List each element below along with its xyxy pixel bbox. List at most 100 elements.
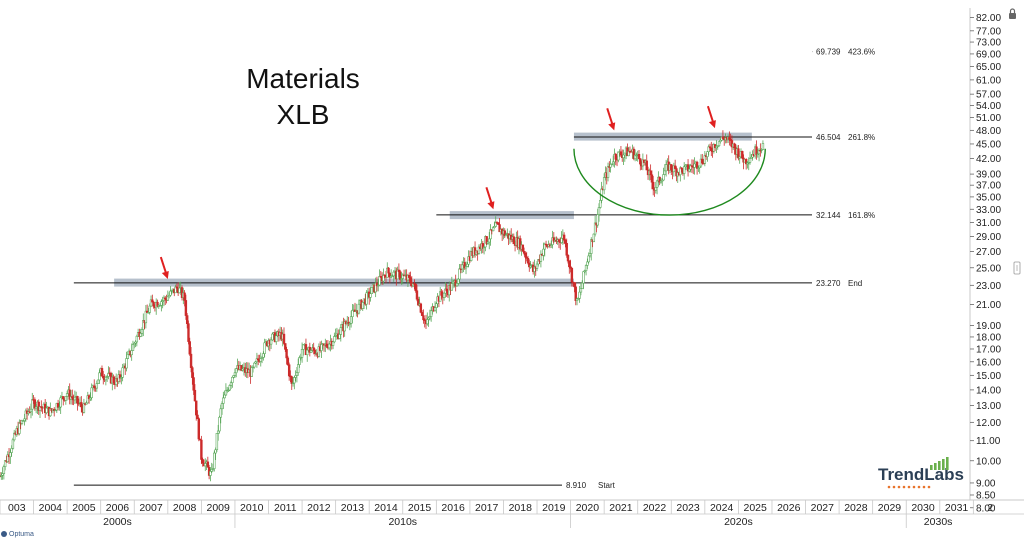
candle-body bbox=[185, 315, 189, 325]
logo-dot bbox=[917, 485, 921, 489]
y-tick-label: 48.00 bbox=[976, 126, 1001, 137]
candle-body bbox=[10, 448, 13, 453]
candle-body bbox=[204, 463, 207, 467]
candle-body bbox=[45, 407, 48, 414]
x-tick-label: 2028 bbox=[844, 502, 868, 514]
y-tick-label: 9.00 bbox=[976, 478, 996, 489]
rounded-base-arc bbox=[573, 148, 766, 216]
candle-body bbox=[365, 292, 368, 305]
axis-scroll-handle[interactable] bbox=[1013, 261, 1021, 275]
candle-body bbox=[285, 349, 288, 359]
candle-body bbox=[235, 368, 238, 374]
candle-body bbox=[263, 342, 266, 354]
candle-body bbox=[761, 143, 765, 150]
candle-body bbox=[65, 393, 69, 397]
candle-body bbox=[457, 278, 460, 284]
candle-body bbox=[387, 267, 390, 274]
x-tick-label: 2019 bbox=[542, 502, 566, 514]
y-tick-label: 77.00 bbox=[976, 26, 1001, 37]
candle-body bbox=[650, 174, 654, 183]
y-tick-label: 12.00 bbox=[976, 418, 1001, 429]
candle-body bbox=[592, 233, 596, 243]
candle-body bbox=[295, 372, 299, 376]
candle-body bbox=[481, 243, 485, 249]
candle-body bbox=[149, 299, 153, 307]
decade-label: 2010s bbox=[388, 516, 417, 528]
x-tick-label: 2005 bbox=[72, 502, 96, 514]
candle-body bbox=[564, 239, 567, 244]
candle-body bbox=[566, 254, 570, 262]
candle-body bbox=[18, 422, 21, 434]
chart-title: Materials bbox=[246, 63, 360, 94]
candle-body bbox=[76, 396, 79, 404]
candle-body bbox=[284, 343, 287, 350]
candle-body bbox=[29, 408, 33, 413]
y-tick-label: 45.00 bbox=[976, 139, 1001, 150]
candle-body bbox=[233, 372, 237, 376]
candle-body bbox=[733, 143, 736, 149]
candle-body bbox=[96, 379, 100, 384]
candle-body bbox=[493, 226, 496, 228]
candle-body bbox=[622, 154, 625, 158]
candle-body bbox=[570, 267, 574, 283]
candle-body bbox=[144, 310, 148, 324]
candle-body bbox=[183, 292, 186, 301]
candle-body bbox=[160, 301, 163, 306]
candle-body bbox=[450, 283, 454, 291]
level-tag-label: Start bbox=[598, 481, 616, 490]
candle-body bbox=[11, 439, 15, 449]
footer-source: Optuma bbox=[1, 531, 34, 538]
candle-body bbox=[578, 291, 581, 299]
candle-body bbox=[275, 335, 278, 342]
candle-body bbox=[269, 339, 273, 345]
x-tick-label: 2007 bbox=[139, 502, 163, 514]
candle-body bbox=[526, 257, 530, 264]
logo-dot bbox=[897, 485, 901, 489]
x-tick-label: 2030 bbox=[911, 502, 935, 514]
candle-body bbox=[663, 170, 667, 175]
candle-body bbox=[568, 260, 571, 268]
x-tick-label: 2006 bbox=[106, 502, 130, 514]
candle-body bbox=[104, 376, 108, 381]
candle-body bbox=[664, 164, 668, 172]
candle-body bbox=[169, 290, 172, 296]
arrow-head bbox=[161, 271, 169, 280]
candle-body bbox=[327, 343, 331, 349]
x-tick-label: 2025 bbox=[744, 502, 768, 514]
candle-body bbox=[420, 312, 424, 316]
candle-body bbox=[701, 158, 704, 164]
y-tick-label: 25.00 bbox=[976, 263, 1001, 274]
candle-body bbox=[343, 321, 346, 332]
arrow-head bbox=[708, 120, 716, 129]
x-tick-label: 2026 bbox=[777, 502, 801, 514]
candle-body bbox=[512, 236, 515, 245]
candle-body bbox=[287, 364, 291, 377]
candle-body bbox=[357, 303, 361, 314]
candle-body bbox=[191, 367, 194, 378]
candle-body bbox=[293, 377, 296, 384]
chart-subtitle: XLB bbox=[277, 99, 330, 130]
candle-body bbox=[565, 242, 568, 256]
candle-body bbox=[2, 466, 6, 474]
x-tick-label: 2021 bbox=[609, 502, 633, 514]
candle-body bbox=[201, 459, 204, 464]
y-tick-label: 29.00 bbox=[976, 232, 1001, 243]
y-tick-label: 35.00 bbox=[976, 192, 1001, 203]
candle-body bbox=[535, 263, 539, 269]
logo-bar bbox=[938, 461, 941, 470]
lock-icon[interactable] bbox=[1009, 8, 1016, 19]
candle-body bbox=[151, 299, 154, 303]
candle-body bbox=[617, 151, 620, 161]
logo-bar bbox=[942, 459, 945, 470]
x-tick-label: 2031 bbox=[945, 502, 969, 514]
candle-body bbox=[588, 253, 592, 257]
candle-body bbox=[215, 433, 219, 451]
candle-body bbox=[426, 319, 429, 325]
candle-body bbox=[223, 394, 226, 399]
candle-body bbox=[627, 151, 630, 157]
candle-body bbox=[597, 207, 601, 215]
candle-body bbox=[573, 282, 576, 288]
candle-body bbox=[455, 283, 459, 287]
candle-body bbox=[581, 282, 584, 289]
y-tick-label: 31.00 bbox=[976, 218, 1001, 229]
